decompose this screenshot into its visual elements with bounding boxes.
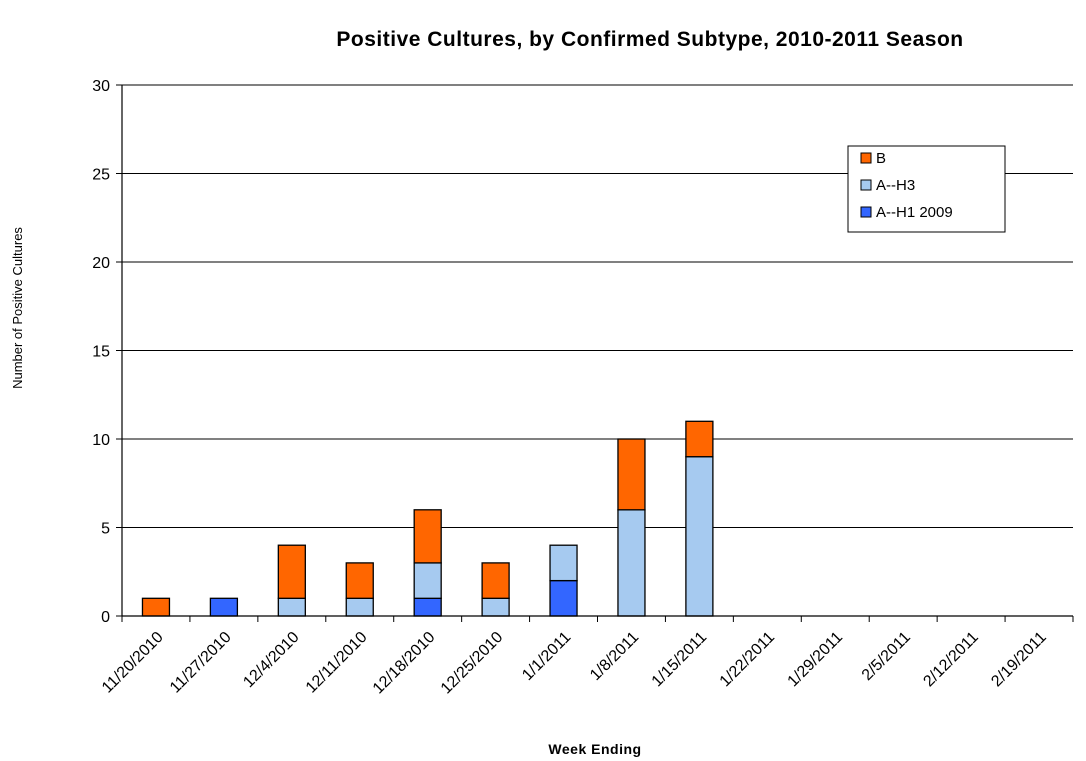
bar-segment [413, 562, 442, 599]
bar-segment [481, 597, 510, 617]
x-tick-label: 2/5/2011 [859, 629, 914, 684]
chart-title: Positive Cultures, by Confirmed Subtype,… [336, 28, 963, 51]
legend-swatch [860, 206, 872, 218]
y-tick-label: 25 [92, 167, 110, 184]
x-tick-label: 2/12/2011 [920, 629, 982, 691]
y-tick-label: 15 [92, 344, 110, 361]
legend: B A--H3 A--H1 2009 [847, 145, 1006, 233]
bar-segment [617, 509, 646, 617]
x-tick-label: 1/22/2011 [717, 629, 779, 691]
x-tick-label: 12/11/2010 [303, 629, 371, 697]
bar-segment [277, 544, 306, 599]
bar-segment [685, 420, 714, 458]
bar-segment [617, 438, 646, 511]
legend-label: A--H1 2009 [876, 204, 953, 221]
y-tick-label: 0 [101, 609, 110, 626]
y-tick-label: 10 [92, 432, 110, 449]
y-tick-label: 5 [101, 521, 110, 538]
x-tick-label: 1/1/2011 [519, 629, 574, 684]
x-tick-label: 11/27/2010 [167, 629, 235, 697]
y-tick-labels: 0 5 10 15 20 25 30 [92, 78, 110, 626]
bar-segment [685, 456, 714, 617]
y-tick-label: 20 [92, 255, 110, 272]
legend-label: B [876, 150, 886, 167]
bar-segment [413, 597, 442, 617]
bar-segment [209, 597, 239, 617]
x-tick-label: 11/20/2010 [99, 629, 167, 697]
bar-segment [141, 597, 171, 617]
y-tick-label: 30 [92, 78, 110, 95]
y-axis-title: Number of Positive Cultures [10, 227, 25, 389]
bars [141, 420, 714, 617]
x-tick-label: 12/25/2010 [438, 629, 507, 698]
legend-label: A--H3 [876, 177, 915, 194]
x-tick-label: 2/19/2011 [988, 629, 1050, 691]
bar-segment [345, 597, 374, 617]
legend-box [847, 145, 1006, 233]
x-axis-title: Week Ending [548, 741, 641, 757]
bar-segment [277, 597, 306, 617]
x-tick-label: 12/4/2010 [240, 629, 302, 691]
legend-swatch [860, 152, 872, 164]
axes [121, 85, 1074, 622]
legend-swatch [860, 179, 872, 191]
x-tick-label: 1/8/2011 [587, 629, 642, 684]
bar-segment [345, 562, 374, 599]
bar-segment [481, 562, 510, 599]
bar-segment [413, 509, 442, 564]
bar-segment [549, 579, 578, 617]
bar-segment [549, 544, 578, 582]
x-tick-label: 1/29/2011 [785, 629, 847, 691]
x-tick-label: 1/15/2011 [649, 629, 711, 691]
x-tick-label: 12/18/2010 [370, 629, 439, 698]
x-tick-labels: 11/20/2010 11/27/2010 12/4/2010 12/11/2010 1… [99, 629, 1050, 698]
